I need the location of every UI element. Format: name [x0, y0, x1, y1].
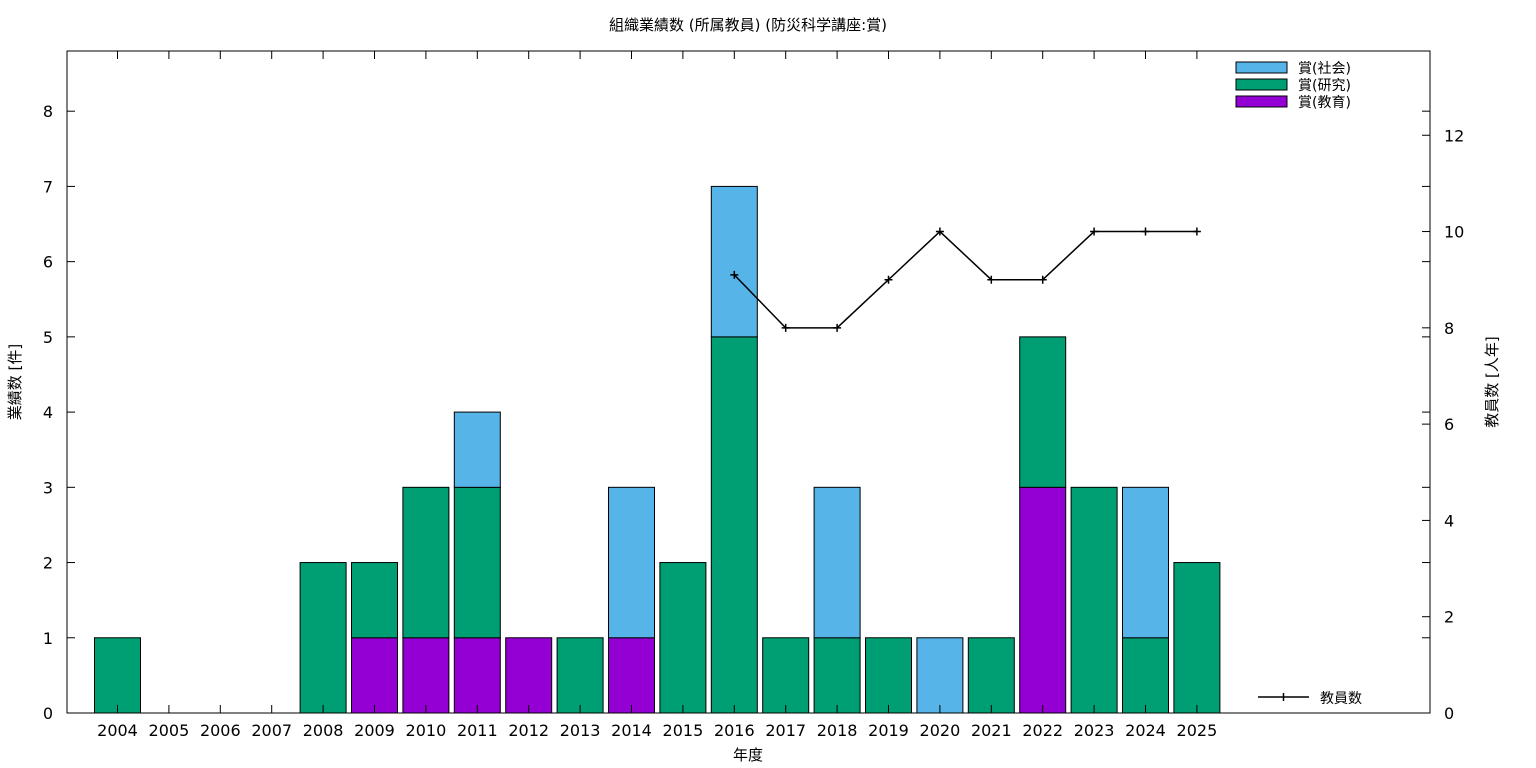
y2-tick-label-4: 4	[1444, 511, 1454, 530]
x-tick-label-2012: 2012	[508, 721, 549, 740]
x-tick-label-2013: 2013	[560, 721, 601, 740]
line-point-2017	[781, 323, 790, 332]
legend-swatch-0	[1235, 95, 1288, 108]
x-tick-label-2019: 2019	[868, 721, 909, 740]
line-point-2023	[1090, 227, 1099, 236]
bar-2022-series-0	[1019, 486, 1067, 714]
legend-label-1: 賞(研究)	[1298, 78, 1351, 94]
y-tick-label-3: 3	[43, 478, 53, 497]
bar-2011-series-1	[453, 486, 501, 639]
bar-2015-series-1	[659, 562, 707, 714]
x-tick-label-2021: 2021	[971, 721, 1012, 740]
y-tick-label-2: 2	[43, 554, 53, 573]
bar-2018-series-2	[813, 486, 861, 639]
y2-tick-label-12: 12	[1444, 126, 1464, 145]
bar-2009-series-1	[351, 562, 398, 639]
bar-2017-series-1	[762, 637, 810, 714]
x-axis-label: 年度	[733, 746, 763, 764]
bar-2022-series-1	[1019, 336, 1067, 488]
line-point-2016	[730, 270, 739, 279]
legend-swatch-1	[1235, 78, 1288, 91]
x-tick-label-2025: 2025	[1177, 721, 1218, 740]
x-tick-label-2010: 2010	[406, 721, 447, 740]
line-point-2022	[1038, 275, 1047, 284]
bar-2018-series-1	[813, 637, 861, 714]
legend-label-2: 賞(社会)	[1298, 61, 1351, 77]
y-tick-label-0: 0	[43, 704, 53, 723]
bar-2011-series-0	[453, 637, 501, 714]
x-tick-label-2007: 2007	[251, 721, 292, 740]
line-point-2025	[1192, 227, 1201, 236]
bar-2014-series-2	[608, 486, 655, 639]
y2-axis-label: 教員数 [人年]	[1483, 336, 1501, 427]
x-tick-label-2022: 2022	[1022, 721, 1063, 740]
x-tick-label-2008: 2008	[303, 721, 344, 740]
x-tick-label-2024: 2024	[1125, 721, 1166, 740]
legend-label-0: 賞(教育)	[1298, 95, 1351, 111]
y-tick-label-5: 5	[43, 328, 53, 347]
bar-2023-series-1	[1070, 486, 1118, 714]
x-tick-label-2014: 2014	[611, 721, 652, 740]
line-path	[733, 230, 1197, 329]
bar-2024-series-2	[1122, 486, 1169, 639]
bars-group	[94, 185, 1221, 714]
bar-2016-series-2	[710, 185, 758, 338]
x-tick-label-2005: 2005	[149, 721, 190, 740]
bar-2010-series-0	[402, 637, 450, 714]
y2-tick-label-8: 8	[1444, 319, 1454, 338]
line-point-2018	[833, 323, 842, 332]
x-tick-label-2011: 2011	[457, 721, 498, 740]
bar-2012-series-0	[505, 637, 553, 714]
x-tick-label-2004: 2004	[97, 721, 138, 740]
bar-2016-series-1	[710, 336, 758, 714]
bar-2021-series-1	[967, 637, 1015, 714]
x-tick-label-2015: 2015	[663, 721, 704, 740]
bar-2011-series-2	[453, 411, 501, 488]
bar-2019-series-1	[865, 637, 912, 714]
x-tick-label-2009: 2009	[354, 721, 395, 740]
y-tick-label-8: 8	[43, 102, 53, 121]
line-point-2021	[987, 275, 996, 284]
y-tick-label-1: 1	[43, 629, 53, 648]
bar-2024-series-1	[1122, 637, 1169, 714]
bar-2025-series-1	[1173, 562, 1221, 714]
y2-tick-label-10: 10	[1444, 223, 1464, 242]
y2-tick-label-0: 0	[1444, 704, 1454, 723]
y-tick-label-4: 4	[43, 403, 53, 422]
x-tick-label-2017: 2017	[765, 721, 806, 740]
legend: 賞(社会)賞(研究)賞(教育) 教員数	[1235, 61, 1362, 707]
bar-2013-series-1	[556, 637, 604, 714]
bar-2010-series-1	[402, 486, 450, 639]
x-tick-label-2006: 2006	[200, 721, 241, 740]
bar-2004-series-1	[94, 637, 141, 714]
legend-line-label: 教員数	[1320, 691, 1362, 707]
x-tick-label-2018: 2018	[817, 721, 858, 740]
line-point-2020	[935, 227, 944, 236]
y2-tick-label-2: 2	[1444, 608, 1454, 627]
bar-2020-series-2	[916, 637, 964, 714]
legend-swatch-2	[1235, 61, 1288, 74]
chart-title: 組織業績数 (所属教員) (防災科学講座:賞)	[609, 16, 887, 34]
line-point-2019	[884, 275, 893, 284]
x-tick-label-2016: 2016	[714, 721, 755, 740]
x-tick-label-2023: 2023	[1074, 721, 1115, 740]
y-tick-label-6: 6	[43, 253, 53, 272]
bar-2009-series-0	[351, 637, 398, 714]
bar-2014-series-0	[608, 637, 655, 714]
y2-tick-label-6: 6	[1444, 415, 1454, 434]
y-tick-label-7: 7	[43, 177, 53, 196]
x-tick-label-2020: 2020	[920, 721, 961, 740]
y-axis-label: 業績数 [件]	[6, 344, 24, 420]
line-point-2024	[1141, 227, 1150, 236]
bar-2008-series-1	[299, 562, 347, 714]
line-series-group	[730, 227, 1201, 332]
plot-frame	[66, 50, 1431, 714]
